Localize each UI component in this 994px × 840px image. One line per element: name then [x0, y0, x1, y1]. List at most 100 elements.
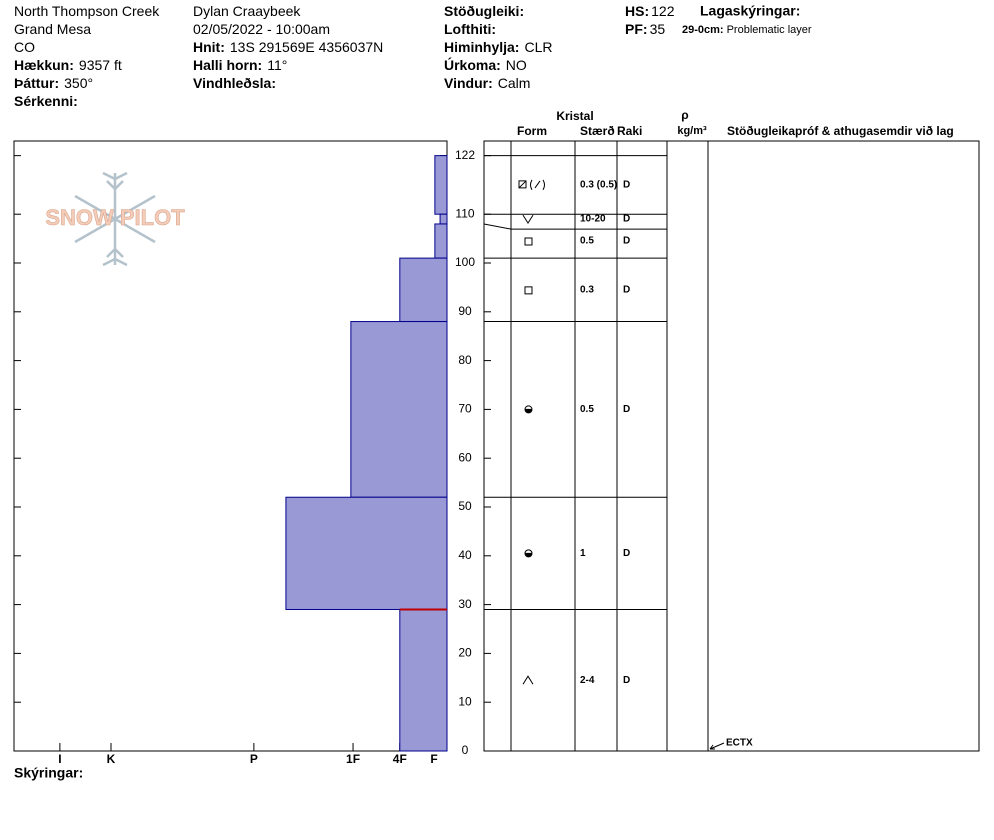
layer-notes-title: Lagaskýringar:	[700, 3, 800, 19]
layer-boundary	[483, 223, 667, 230]
x-tick-label: I	[58, 752, 61, 766]
field-label: Halli horn:	[193, 57, 262, 73]
grain-form	[522, 675, 534, 685]
hardness-bar	[350, 321, 448, 498]
field-label: HS:	[625, 3, 649, 19]
moisture: D	[623, 548, 630, 559]
moisture: D	[623, 236, 630, 247]
header-tests: Stöðugleikapróf & athugasemdir við lag	[727, 124, 954, 138]
note-value: Problematic layer	[727, 24, 812, 36]
y-tick-label: 70	[458, 402, 472, 416]
moisture: D	[623, 214, 630, 225]
grain-size: 0.3 (0.5)	[580, 180, 617, 191]
grain-size: 10-20	[580, 214, 606, 225]
test-result: ECTX	[726, 738, 753, 749]
grain-size: 2-4	[580, 675, 595, 686]
hardness-bar	[399, 608, 448, 752]
y-tick-label: 40	[458, 548, 472, 562]
note-label: 29-0cm:	[682, 24, 724, 36]
field-value: 122	[651, 3, 675, 19]
logo	[74, 171, 156, 267]
grain-size: 0.5	[580, 404, 594, 415]
y-tick-label: 0	[462, 743, 469, 757]
field-label: Himinhylja:	[444, 39, 519, 55]
header-field: 02/05/2022 - 10:00am	[193, 21, 330, 37]
header-field: HS: 122	[625, 3, 675, 19]
header-field: Halli horn: 11°	[193, 57, 287, 73]
field-value: 02/05/2022 - 10:00am	[193, 21, 330, 37]
header-field: Sérkenni:	[14, 93, 78, 109]
hardness-bar	[399, 257, 448, 323]
grain-form-fill	[525, 409, 532, 413]
y-tick-label: 122	[455, 148, 475, 162]
field-value: 350°	[64, 75, 93, 91]
field-label: Sérkenni:	[14, 93, 78, 109]
header-field: Stöðugleiki:	[444, 3, 524, 19]
field-label: Vindur:	[444, 75, 493, 91]
x-tick-label: 1F	[346, 752, 360, 766]
y-tick-label: 90	[458, 304, 472, 318]
grain-size: 0.5	[580, 236, 594, 247]
header-field: Úrkoma: NO	[444, 56, 527, 73]
hardness-bar	[434, 223, 448, 259]
grain-form	[524, 237, 533, 246]
field-value: 9357 ft	[79, 57, 122, 73]
field-value: NO	[506, 57, 527, 73]
y-tick-label: 10	[458, 694, 472, 708]
y-tick-label: 30	[458, 597, 472, 611]
moisture: D	[623, 180, 630, 191]
grain-form	[524, 286, 533, 295]
header-field: Hækkun: 9357 ft	[14, 57, 122, 73]
layer-note: 29-0cm: Problematic layer	[682, 24, 812, 36]
moisture: D	[623, 404, 630, 415]
header-field: Lofthiti:	[444, 21, 496, 37]
header-field: Þáttur: 350°	[14, 75, 93, 91]
field-value: Calm	[498, 75, 531, 91]
header-density: ρ	[681, 108, 688, 122]
field-value: 13S 291569E 4356037N	[230, 39, 383, 55]
grain-size: 0.3	[580, 284, 594, 295]
field-label: PF:	[625, 21, 648, 37]
x-tick-label: K	[107, 752, 116, 766]
y-tick-label: 80	[458, 353, 472, 367]
x-tick-label: 4F	[393, 752, 407, 766]
y-tick-label: 50	[458, 499, 472, 513]
field-label: Hnit:	[193, 39, 225, 55]
header-field: Hnit: 13S 291569E 4356037N	[193, 39, 383, 55]
field-value: CO	[14, 39, 35, 55]
field-label: Lofthiti:	[444, 21, 496, 37]
grain-form	[518, 179, 545, 191]
field-label: Vindhleðsla:	[193, 75, 276, 91]
field-label: Stöðugleiki:	[444, 3, 524, 19]
footer: Skýringar:	[14, 765, 83, 781]
header-moisture: Raki	[617, 124, 642, 138]
grain-form	[522, 214, 534, 225]
field-value: 35	[650, 21, 666, 37]
hardness-bar	[285, 496, 448, 610]
header-field: Vindur: Calm	[444, 75, 530, 91]
header-field: North Thompson Creek	[14, 3, 160, 19]
logo-text: SNOW PILOT	[45, 205, 185, 230]
header-density-unit: kg/m³	[677, 125, 707, 137]
test-arrow	[709, 742, 725, 750]
logo-flake	[102, 171, 128, 267]
y-tick-label: 100	[455, 255, 475, 269]
field-value: CLR	[524, 39, 552, 55]
y-tick-label: 110	[455, 206, 474, 220]
field-label: Hækkun:	[14, 57, 74, 73]
field-value: Grand Mesa	[14, 21, 91, 37]
moisture: D	[623, 284, 630, 295]
table-frame	[483, 140, 980, 752]
field-value: 11°	[267, 57, 287, 73]
field-value: North Thompson Creek	[14, 3, 160, 19]
hardness-bar	[434, 155, 448, 215]
header-field: CO	[14, 39, 35, 55]
field-value: Dylan Craaybeek	[193, 3, 301, 19]
grain-size: 1	[580, 548, 586, 559]
header-crystal: Kristal	[556, 109, 593, 123]
header-field: PF: 35	[625, 21, 665, 37]
y-tick-label: 20	[458, 646, 472, 660]
y-tick-label: 60	[458, 450, 472, 464]
